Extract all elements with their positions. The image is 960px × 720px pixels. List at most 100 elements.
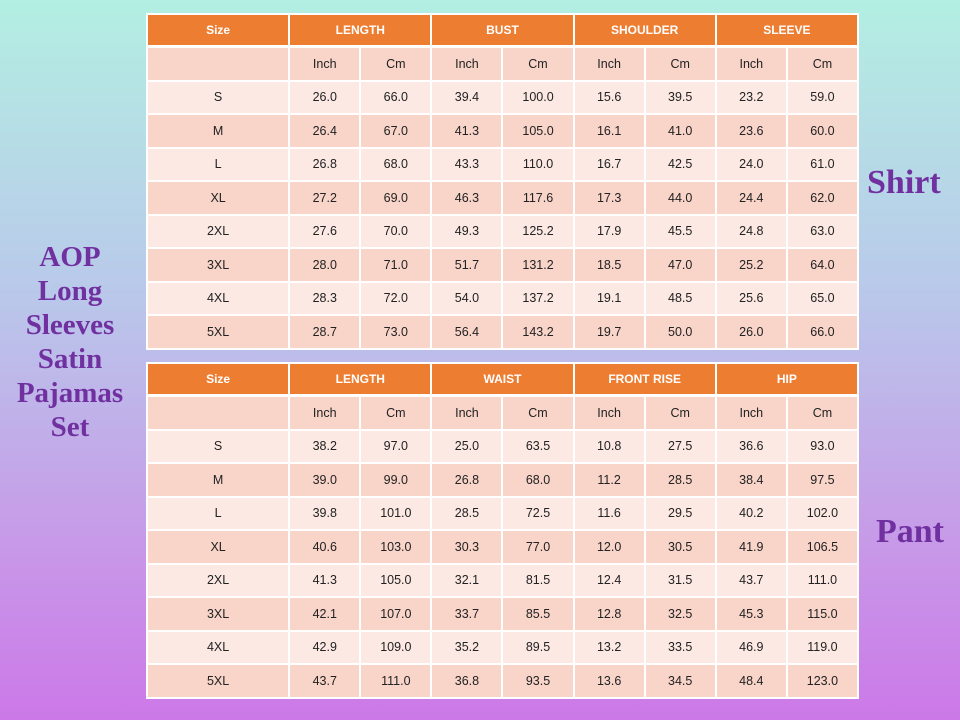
value-cell: 69.0 [359, 180, 433, 216]
value-cell: 45.3 [714, 596, 788, 632]
value-cell: 97.0 [359, 428, 433, 464]
value-cell: 100.0 [501, 79, 575, 115]
title-line: Set [50, 411, 90, 443]
value-cell: 36.8 [430, 663, 504, 699]
value-cell: 89.5 [501, 629, 575, 665]
value-cell: 102.0 [785, 495, 860, 531]
value-cell: 119.0 [785, 629, 860, 665]
size-cell: L [145, 495, 291, 531]
value-cell: 12.8 [572, 596, 646, 632]
value-cell: 27.6 [288, 213, 362, 249]
group-header: SLEEVE [714, 13, 860, 48]
value-cell: 85.5 [501, 596, 575, 632]
empty-cell [145, 45, 291, 82]
unit-header: Inch [288, 394, 362, 431]
value-cell: 33.7 [430, 596, 504, 632]
value-cell: 97.5 [785, 462, 860, 498]
value-cell: 39.8 [288, 495, 362, 531]
size-cell: L [145, 146, 291, 182]
value-cell: 70.0 [359, 213, 433, 249]
value-cell: 10.8 [572, 428, 646, 464]
value-cell: 23.6 [714, 113, 788, 149]
value-cell: 15.6 [572, 79, 646, 115]
size-cell: 4XL [145, 280, 291, 316]
value-cell: 72.5 [501, 495, 575, 531]
table-row: 2XL 27.6 70.0 49.3 125.2 17.9 45.5 24.8 63.0 [145, 213, 860, 249]
value-cell: 40.2 [714, 495, 788, 531]
value-cell: 111.0 [359, 663, 433, 699]
value-cell: 26.8 [430, 462, 504, 498]
value-cell: 11.2 [572, 462, 646, 498]
value-cell: 68.0 [359, 146, 433, 182]
value-cell: 24.4 [714, 180, 788, 216]
value-cell: 131.2 [501, 247, 575, 283]
table-row: 5XL 43.7 111.0 36.8 93.5 13.6 34.5 48.4 123.0 [145, 663, 860, 699]
unit-header: Inch [714, 394, 788, 431]
value-cell: 93.0 [785, 428, 860, 464]
value-cell: 33.5 [643, 629, 717, 665]
unit-header: Cm [501, 394, 575, 431]
unit-header: Inch [288, 45, 362, 82]
value-cell: 99.0 [359, 462, 433, 498]
value-cell: 105.0 [359, 562, 433, 598]
value-cell: 46.9 [714, 629, 788, 665]
value-cell: 42.9 [288, 629, 362, 665]
value-cell: 42.5 [643, 146, 717, 182]
value-cell: 30.5 [643, 529, 717, 565]
pant-size-table: Size LENGTH WAIST FRONT RISE HIP Inch Cm Inch Cm… [145, 362, 860, 699]
value-cell: 25.0 [430, 428, 504, 464]
value-cell: 105.0 [501, 113, 575, 149]
group-header: WAIST [430, 362, 575, 397]
value-cell: 48.5 [643, 280, 717, 316]
value-cell: 30.3 [430, 529, 504, 565]
value-cell: 41.3 [430, 113, 504, 149]
table-row: XL 27.2 69.0 46.3 117.6 17.3 44.0 24.4 62.0 [145, 180, 860, 216]
value-cell: 125.2 [501, 213, 575, 249]
value-cell: 12.0 [572, 529, 646, 565]
size-cell: 4XL [145, 629, 291, 665]
group-header: LENGTH [288, 362, 433, 397]
title-line: Satin [37, 343, 103, 375]
value-cell: 59.0 [785, 79, 860, 115]
value-cell: 106.5 [785, 529, 860, 565]
value-cell: 39.5 [643, 79, 717, 115]
shirt-label: Shirt [867, 164, 941, 201]
value-cell: 41.9 [714, 529, 788, 565]
size-cell: 2XL [145, 562, 291, 598]
size-cell: 5XL [145, 663, 291, 699]
value-cell: 71.0 [359, 247, 433, 283]
table-row: 2XL 41.3 105.0 32.1 81.5 12.4 31.5 43.7 111.0 [145, 562, 860, 598]
value-cell: 28.3 [288, 280, 362, 316]
value-cell: 137.2 [501, 280, 575, 316]
value-cell: 32.5 [643, 596, 717, 632]
value-cell: 17.3 [572, 180, 646, 216]
unit-header: Inch [430, 394, 504, 431]
table-row: 3XL 28.0 71.0 51.7 131.2 18.5 47.0 25.2 64.0 [145, 247, 860, 283]
value-cell: 28.5 [643, 462, 717, 498]
value-cell: 66.0 [785, 314, 860, 350]
value-cell: 56.4 [430, 314, 504, 350]
title-line: Long [37, 275, 103, 307]
size-cell: S [145, 428, 291, 464]
table-row: S 38.2 97.0 25.0 63.5 10.8 27.5 36.6 93.0 [145, 428, 860, 464]
value-cell: 11.6 [572, 495, 646, 531]
size-cell: 5XL [145, 314, 291, 350]
size-cell: 2XL [145, 213, 291, 249]
value-cell: 28.0 [288, 247, 362, 283]
value-cell: 46.3 [430, 180, 504, 216]
value-cell: 23.2 [714, 79, 788, 115]
unit-header: Cm [785, 45, 860, 82]
size-cell: M [145, 462, 291, 498]
value-cell: 93.5 [501, 663, 575, 699]
unit-header: Cm [359, 394, 433, 431]
value-cell: 40.6 [288, 529, 362, 565]
value-cell: 81.5 [501, 562, 575, 598]
value-cell: 28.7 [288, 314, 362, 350]
value-cell: 26.4 [288, 113, 362, 149]
value-cell: 117.6 [501, 180, 575, 216]
size-cell: 3XL [145, 596, 291, 632]
group-header: SHOULDER [572, 13, 717, 48]
value-cell: 41.0 [643, 113, 717, 149]
value-cell: 63.0 [785, 213, 860, 249]
value-cell: 51.7 [430, 247, 504, 283]
